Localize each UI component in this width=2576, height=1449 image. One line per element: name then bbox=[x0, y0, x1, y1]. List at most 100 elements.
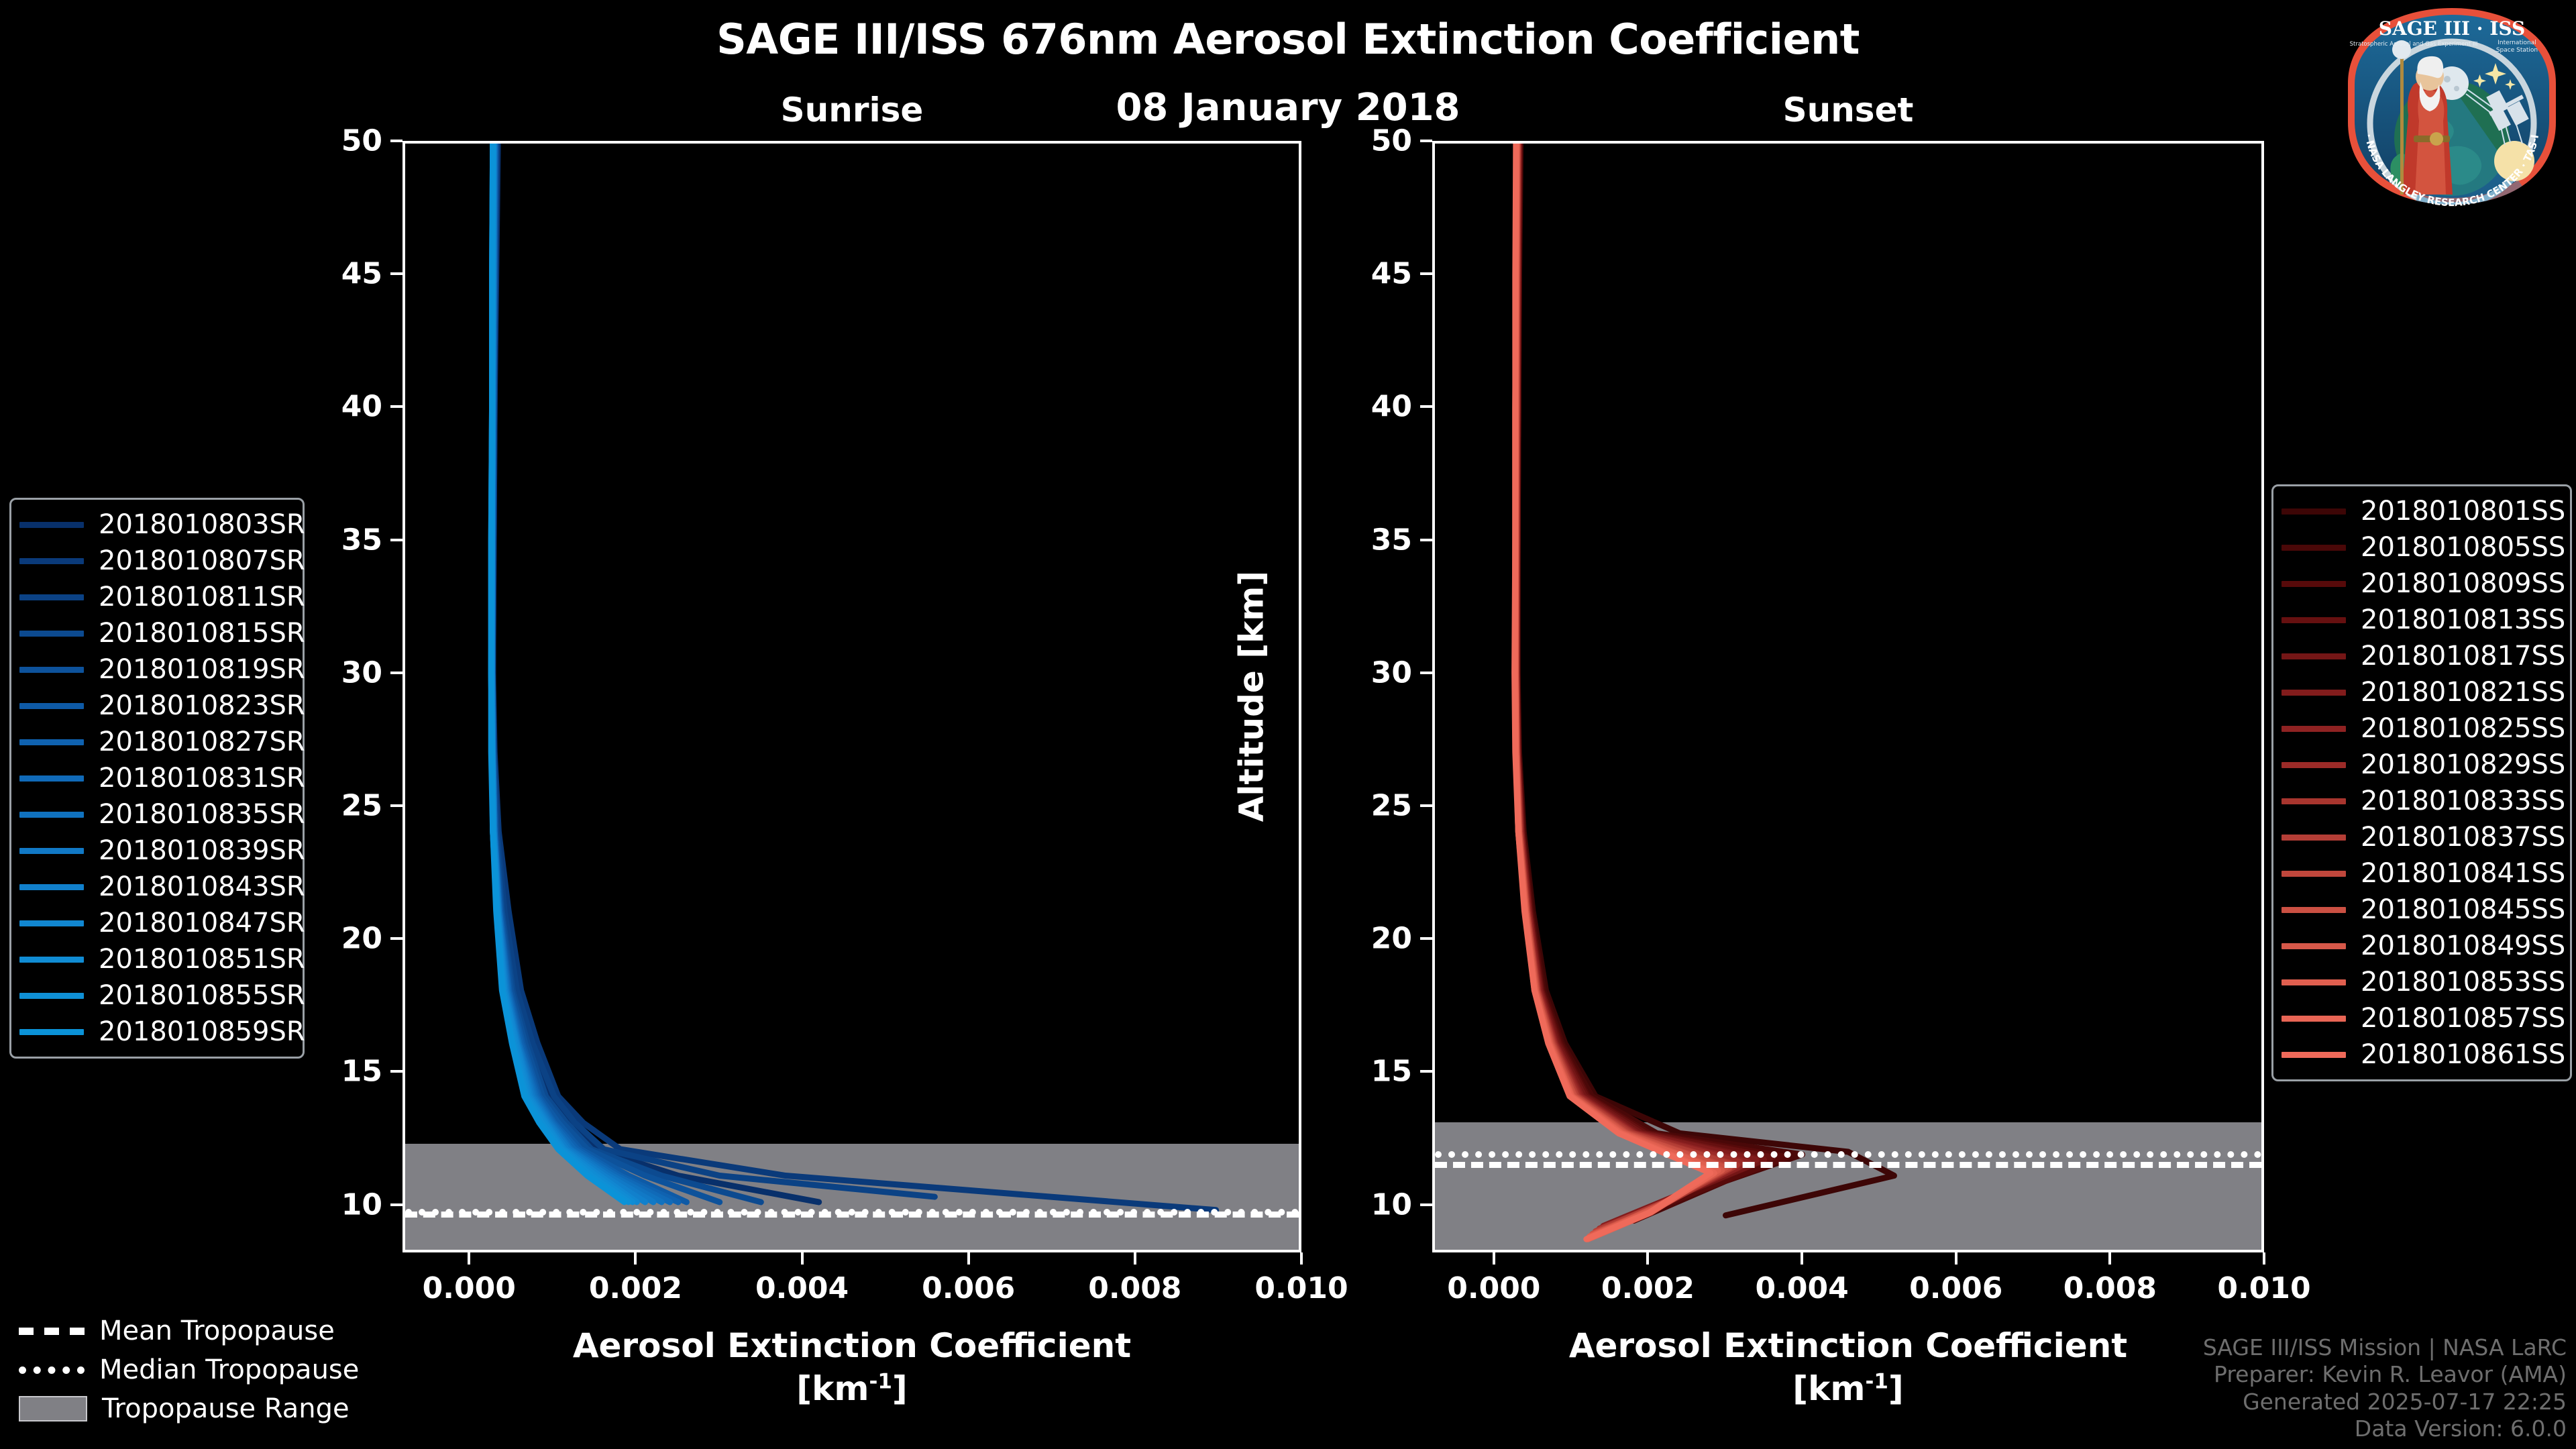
legend-color-swatch bbox=[19, 883, 84, 890]
legend-color-swatch bbox=[2282, 508, 2346, 515]
panel-heading-sunrise: Sunrise bbox=[780, 91, 924, 129]
legend-item[interactable]: 2018010817SS bbox=[2282, 638, 2565, 674]
legend-item[interactable]: 2018010815SR bbox=[19, 615, 305, 651]
y-axis-label-sunset: Altitude [km] bbox=[1232, 570, 1271, 822]
legend-item[interactable]: 2018010813SS bbox=[2282, 602, 2565, 638]
y-tick-mark bbox=[1420, 937, 1432, 941]
patch-inner-ring bbox=[2367, 38, 2537, 205]
legend-color-swatch bbox=[19, 557, 84, 564]
legend-item[interactable]: 2018010855SR bbox=[19, 977, 305, 1014]
legend-item[interactable]: 2018010831SR bbox=[19, 760, 305, 796]
sage-beard bbox=[2419, 82, 2440, 111]
legend-label: 2018010847SR bbox=[99, 908, 305, 938]
legend-label: 2018010837SS bbox=[2361, 822, 2566, 853]
legend-item[interactable]: 2018010851SR bbox=[19, 941, 305, 977]
legend-label: 2018010825SS bbox=[2361, 713, 2566, 744]
x-tick-mark bbox=[1133, 1252, 1136, 1265]
series-line bbox=[1515, 144, 1722, 1236]
legend-label: 2018010817SS bbox=[2361, 641, 2566, 672]
legend-label: 2018010831SR bbox=[99, 763, 305, 794]
legend-label-median-tropopause: Median Tropopause bbox=[99, 1354, 360, 1385]
legend-item[interactable]: 2018010849SS bbox=[2282, 928, 2565, 964]
staff-icon bbox=[2400, 52, 2404, 195]
x-axis-unit: [km-1] bbox=[1792, 1369, 1904, 1408]
legend-item[interactable]: 2018010823SR bbox=[19, 688, 305, 724]
series-line bbox=[1516, 144, 1741, 1228]
legend-color-swatch bbox=[2282, 689, 2346, 696]
legend-item[interactable]: 2018010859SR bbox=[19, 1014, 305, 1050]
legend-item[interactable]: 2018010819SR bbox=[19, 651, 305, 688]
legend-item[interactable]: 2018010833SS bbox=[2282, 783, 2565, 819]
y-tick-mark bbox=[390, 140, 402, 142]
x-tick-mark bbox=[468, 1252, 471, 1265]
y-tick-label: 25 bbox=[341, 788, 382, 823]
legend-label: 2018010839SR bbox=[99, 835, 305, 866]
legend-label: 2018010819SR bbox=[99, 654, 305, 685]
legend-item[interactable]: 2018010811SR bbox=[19, 579, 305, 615]
x-tick-label: 0.006 bbox=[1909, 1271, 2003, 1305]
legend-color-swatch bbox=[2282, 544, 2346, 551]
x-axis-unit: [km-1] bbox=[796, 1369, 908, 1408]
legend-color-swatch bbox=[2282, 870, 2346, 877]
legend-item[interactable]: 2018010853SS bbox=[2282, 964, 2565, 1000]
plot-area-sunset bbox=[1432, 141, 2264, 1252]
legend-label: 2018010853SS bbox=[2361, 967, 2566, 998]
sage-figure-icon bbox=[2392, 40, 2453, 195]
legend-color-swatch bbox=[19, 630, 84, 637]
legend-item[interactable]: 2018010821SS bbox=[2282, 674, 2565, 710]
legend-item[interactable]: 2018010845SS bbox=[2282, 892, 2565, 928]
y-tick-label: 40 bbox=[1371, 389, 1412, 424]
figure-subtitle: 08 January 2018 bbox=[1116, 86, 1460, 129]
legend-label: 2018010841SS bbox=[2361, 858, 2566, 889]
series-line bbox=[493, 144, 819, 1202]
gray-swatch-icon bbox=[19, 1396, 87, 1421]
legend-item[interactable]: 2018010809SS bbox=[2282, 566, 2565, 602]
y-tick-label: 10 bbox=[1371, 1187, 1412, 1222]
legend-color-swatch bbox=[2282, 580, 2346, 587]
credits-line-mission: SAGE III/ISS Mission | NASA LaRC bbox=[2202, 1334, 2567, 1360]
y-tick-label: 30 bbox=[1371, 655, 1412, 690]
legend-color-swatch bbox=[2282, 616, 2346, 623]
legend-item[interactable]: 2018010861SS bbox=[2282, 1036, 2565, 1073]
dashed-line-icon bbox=[19, 1327, 85, 1335]
x-tick-mark bbox=[634, 1252, 637, 1265]
y-tick-label: 35 bbox=[1371, 523, 1412, 557]
legend-item[interactable]: 2018010841SS bbox=[2282, 855, 2565, 892]
legend-item[interactable]: 2018010829SS bbox=[2282, 747, 2565, 783]
y-tick-mark bbox=[390, 405, 402, 409]
credits-line-version: Data Version: 6.0.0 bbox=[2354, 1415, 2567, 1442]
legend-item[interactable]: 2018010843SR bbox=[19, 869, 305, 905]
y-tick-mark bbox=[390, 937, 402, 941]
legend-item[interactable]: 2018010847SR bbox=[19, 905, 305, 941]
legend-item[interactable]: 2018010803SR bbox=[19, 506, 305, 543]
legend-label: 2018010851SR bbox=[99, 944, 305, 975]
y-tick-mark bbox=[1420, 272, 1432, 276]
x-tick-label: 0.010 bbox=[2217, 1271, 2311, 1305]
legend-item[interactable]: 2018010857SS bbox=[2282, 1000, 2565, 1036]
x-tick-label: 0.004 bbox=[755, 1271, 849, 1305]
legend-sunset[interactable]: 2018010801SS 2018010805SS 2018010809SS 2018… bbox=[2271, 484, 2572, 1081]
y-tick-mark bbox=[1420, 538, 1432, 541]
y-tick-mark bbox=[390, 671, 402, 674]
series-line bbox=[1515, 144, 1711, 1239]
legend-item[interactable]: 2018010827SR bbox=[19, 724, 305, 760]
legend-color-swatch bbox=[2282, 1015, 2346, 1022]
credits-line-preparer: Preparer: Kevin R. Leavor (AMA) bbox=[2214, 1361, 2567, 1388]
legend-item[interactable]: 2018010801SS bbox=[2282, 493, 2565, 529]
sun-icon bbox=[2494, 141, 2534, 181]
x-tick-label: 0.002 bbox=[1601, 1271, 1695, 1305]
legend-label: 2018010845SS bbox=[2361, 894, 2566, 925]
legend-item[interactable]: 2018010825SS bbox=[2282, 710, 2565, 747]
x-tick-label: 0.010 bbox=[1254, 1271, 1348, 1305]
legend-item[interactable]: 2018010839SR bbox=[19, 833, 305, 869]
legend-item[interactable]: 2018010807SR bbox=[19, 543, 305, 579]
x-tick-label: 0.000 bbox=[1447, 1271, 1541, 1305]
legend-item[interactable]: 2018010805SS bbox=[2282, 529, 2565, 566]
y-tick-mark bbox=[390, 538, 402, 541]
legend-label: 2018010861SS bbox=[2361, 1039, 2566, 1070]
legend-item[interactable]: 2018010835SR bbox=[19, 796, 305, 833]
legend-item[interactable]: 2018010837SS bbox=[2282, 819, 2565, 855]
figure-title: SAGE III/ISS 676nm Aerosol Extinction Co… bbox=[716, 15, 1860, 64]
legend-sunrise[interactable]: 2018010803SR 2018010807SR 2018010811SR 2018… bbox=[9, 498, 305, 1059]
